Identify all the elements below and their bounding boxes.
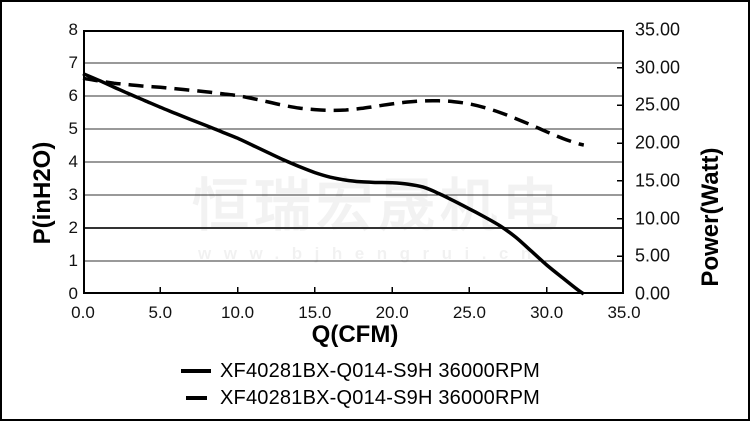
x-tick-label: 20.0: [375, 303, 409, 322]
watermark-url-text: www.bjhengrui.cn: [198, 244, 544, 263]
dashed-line-swatch-icon: [185, 396, 207, 400]
solid-line-swatch-icon: [181, 369, 211, 373]
curve-dashed: [82, 76, 585, 147]
left-y-tick-label: 7: [68, 53, 78, 72]
x-tick-label: 5.0: [148, 303, 173, 322]
x-tick-label: 25.0: [452, 303, 486, 322]
legend-item-power-curve: XF40281BX-Q014-S9H 36000RPM: [180, 385, 540, 411]
legend-swatch-box: [180, 396, 212, 400]
plot-area: [82, 29, 625, 296]
left-y-tick-label: 0: [68, 284, 78, 303]
curve-solid: [82, 71, 585, 296]
right-y-tick-label: 10.00: [635, 208, 681, 229]
x-axis-title: Q(CFM): [311, 321, 399, 348]
legend-swatch-box: [180, 369, 212, 373]
left-axis-title: P(inH2O): [29, 141, 56, 245]
x-tick-label: 15.0: [298, 303, 332, 322]
legend-label: XF40281BX-Q014-S9H 36000RPM: [220, 386, 541, 409]
right-y-tick-label: 0.00: [635, 283, 671, 304]
right-y-tick-label: 30.00: [635, 57, 681, 78]
x-tick-label: 10.0: [221, 303, 255, 322]
right-y-tick-label: 15.00: [635, 170, 681, 191]
left-y-tick-label: 4: [68, 152, 78, 171]
legend-item-pressure-curve: XF40281BX-Q014-S9H 36000RPM: [180, 358, 540, 384]
left-y-tick-label: 8: [68, 20, 78, 39]
right-y-tick-label: 25.00: [635, 94, 681, 115]
left-y-tick-label: 1: [68, 251, 78, 270]
left-y-tick-label: 6: [68, 86, 78, 105]
right-y-tick-label: 35.00: [635, 19, 681, 40]
x-tick-label: 30.0: [530, 303, 564, 322]
x-tick-label: 0.0: [71, 303, 95, 322]
left-y-tick-label: 2: [68, 218, 78, 237]
right-axis-title: Power(Watt): [697, 147, 724, 287]
right-y-tick-label: 5.00: [635, 245, 671, 266]
left-y-tick-label: 3: [68, 185, 78, 204]
x-tick-label: 35.0: [607, 303, 641, 322]
legend-label: XF40281BX-Q014-S9H 36000RPM: [220, 359, 541, 382]
right-y-tick-label: 20.00: [635, 132, 681, 153]
left-y-tick-label: 5: [68, 119, 78, 138]
